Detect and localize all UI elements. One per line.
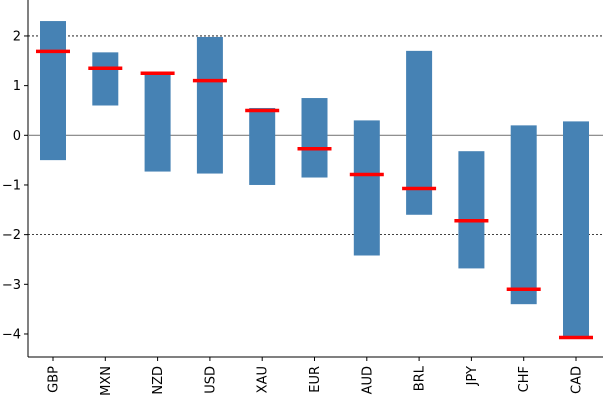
x-tick-label-gbp: GBP <box>47 366 62 393</box>
y-tick-label: 2 <box>13 29 21 44</box>
marker-series <box>36 49 593 340</box>
x-tick-label-aud: AUD <box>360 366 375 394</box>
range-bar-chf <box>510 125 537 305</box>
x-tick-label-jpy: JPY <box>465 366 480 386</box>
y-tick-label: −4 <box>2 327 21 342</box>
x-tick-label-xau: XAU <box>256 366 271 393</box>
range-bar-jpy <box>458 151 485 269</box>
range-bar-nzd <box>144 73 171 172</box>
range-bar-xau <box>249 107 276 185</box>
y-tick-label: −2 <box>2 228 21 243</box>
x-tick-label-brl: BRL <box>413 365 428 391</box>
range-bar-aud <box>353 120 380 256</box>
range-bar-cad <box>563 121 589 338</box>
x-tick-label-eur: EUR <box>308 366 323 393</box>
x-tick-label-usd: USD <box>203 366 218 394</box>
x-tick-label-chf: CHF <box>517 366 532 392</box>
x-tick-label-nzd: NZD <box>151 366 166 395</box>
y-tick-label: 1 <box>13 79 21 94</box>
plot-area <box>27 0 603 358</box>
bar-series <box>40 21 589 338</box>
x-axis: GBP MXN NZD USD XAU EUR AUD BRL JPY CHF CAD <box>47 357 585 396</box>
y-tick-label: −1 <box>2 178 21 193</box>
y-axis: −4 −3 −2 −1 0 1 2 <box>2 29 28 342</box>
range-bar-gbp <box>40 21 66 161</box>
range-bar-eur <box>301 98 328 178</box>
range-bar-usd <box>196 36 223 174</box>
range-bar-mxn <box>92 52 119 106</box>
y-tick-label: 0 <box>13 129 21 144</box>
y-tick-label: −3 <box>2 278 21 293</box>
x-tick-label-mxn: MXN <box>99 366 114 396</box>
x-tick-label-cad: CAD <box>570 366 585 394</box>
